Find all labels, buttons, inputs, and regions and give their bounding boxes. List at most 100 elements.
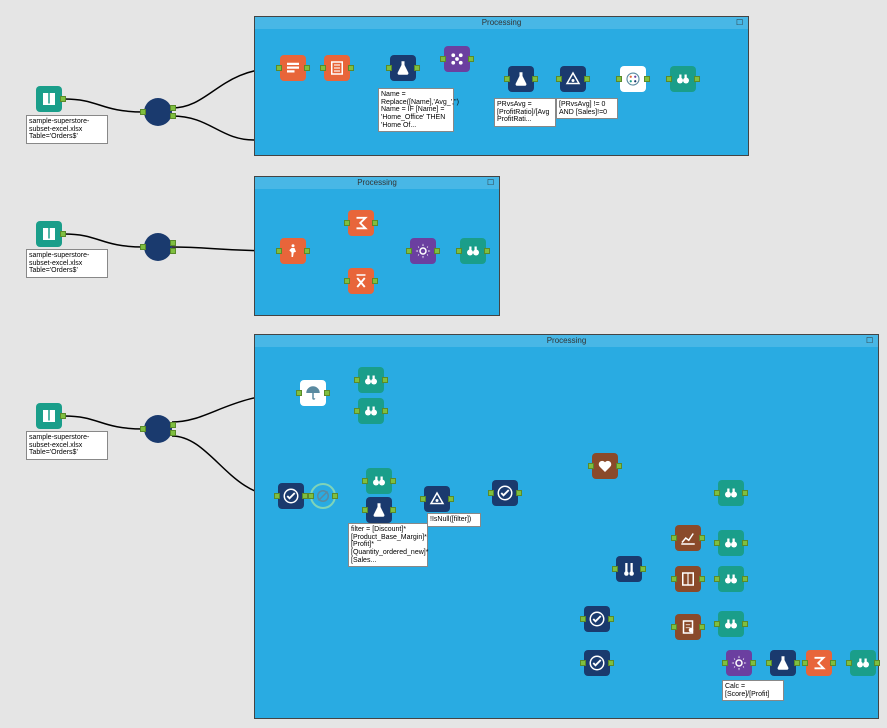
anchor-icon[interactable] xyxy=(714,576,720,582)
workflow-node-umbrella[interactable] xyxy=(300,380,326,406)
anchor-icon[interactable] xyxy=(671,576,677,582)
workflow-node-sigma[interactable] xyxy=(348,210,374,236)
anchor-icon[interactable] xyxy=(440,56,446,62)
workflow-node-binoculars[interactable] xyxy=(366,468,392,494)
anchor-icon[interactable] xyxy=(372,278,378,284)
anchor-icon[interactable] xyxy=(448,496,454,502)
workflow-node-check[interactable] xyxy=(584,650,610,676)
workflow-node-binoculars[interactable] xyxy=(358,367,384,393)
workflow-node-flask[interactable] xyxy=(770,650,796,676)
anchor-icon[interactable] xyxy=(348,65,354,71)
anchor-icon[interactable] xyxy=(488,490,494,496)
anchor-icon[interactable] xyxy=(742,621,748,627)
anchor-icon[interactable] xyxy=(516,490,522,496)
anchor-icon[interactable] xyxy=(616,463,622,469)
hub-node[interactable] xyxy=(144,415,172,443)
workflow-node-xbar[interactable] xyxy=(348,268,374,294)
anchor-icon[interactable] xyxy=(386,65,392,71)
workflow-node-palette[interactable] xyxy=(620,66,646,92)
anchor-icon[interactable] xyxy=(468,56,474,62)
anchor-icon[interactable] xyxy=(344,278,350,284)
anchor-icon[interactable] xyxy=(766,660,772,666)
workflow-node-book2[interactable] xyxy=(675,566,701,592)
anchor-icon[interactable] xyxy=(640,566,646,572)
workflow-node-binoculars[interactable] xyxy=(850,650,876,676)
workflow-node-book[interactable] xyxy=(36,403,62,429)
anchor-icon[interactable] xyxy=(170,105,176,111)
workflow-node-book[interactable] xyxy=(36,86,62,112)
anchor-icon[interactable] xyxy=(504,76,510,82)
anchor-icon[interactable] xyxy=(794,660,800,666)
anchor-icon[interactable] xyxy=(140,244,146,250)
workflow-node-sigma[interactable] xyxy=(806,650,832,676)
anchor-icon[interactable] xyxy=(382,377,388,383)
anchor-icon[interactable] xyxy=(580,616,586,622)
anchor-icon[interactable] xyxy=(324,390,330,396)
anchor-icon[interactable] xyxy=(608,660,614,666)
workflow-node-chart[interactable] xyxy=(675,525,701,551)
workflow-node-flask[interactable] xyxy=(508,66,534,92)
workflow-node-gear[interactable] xyxy=(410,238,436,264)
anchor-icon[interactable] xyxy=(354,408,360,414)
anchor-icon[interactable] xyxy=(714,490,720,496)
workflow-node-check[interactable] xyxy=(584,606,610,632)
container-close-icon[interactable]: ☐ xyxy=(487,178,497,188)
anchor-icon[interactable] xyxy=(608,616,614,622)
anchor-icon[interactable] xyxy=(320,65,326,71)
workflow-node-flask[interactable] xyxy=(366,497,392,523)
workflow-node-config[interactable] xyxy=(280,55,306,81)
workflow-node-heart[interactable] xyxy=(592,453,618,479)
anchor-icon[interactable] xyxy=(60,231,66,237)
anchor-icon[interactable] xyxy=(344,220,350,226)
anchor-icon[interactable] xyxy=(170,430,176,436)
workflow-node-empty[interactable] xyxy=(310,483,336,509)
workflow-node-binoculars[interactable] xyxy=(358,398,384,424)
anchor-icon[interactable] xyxy=(830,660,836,666)
anchor-icon[interactable] xyxy=(390,507,396,513)
workflow-node-grid[interactable] xyxy=(444,46,470,72)
anchor-icon[interactable] xyxy=(874,660,880,666)
anchor-icon[interactable] xyxy=(382,408,388,414)
anchor-icon[interactable] xyxy=(742,490,748,496)
anchor-icon[interactable] xyxy=(296,390,302,396)
anchor-icon[interactable] xyxy=(532,76,538,82)
anchor-icon[interactable] xyxy=(362,478,368,484)
anchor-icon[interactable] xyxy=(276,65,282,71)
anchor-icon[interactable] xyxy=(406,248,412,254)
anchor-icon[interactable] xyxy=(276,248,282,254)
anchor-icon[interactable] xyxy=(671,624,677,630)
anchor-icon[interactable] xyxy=(666,76,672,82)
anchor-icon[interactable] xyxy=(372,220,378,226)
anchor-icon[interactable] xyxy=(750,660,756,666)
workflow-node-triangle[interactable] xyxy=(424,486,450,512)
anchor-icon[interactable] xyxy=(434,248,440,254)
anchor-icon[interactable] xyxy=(170,240,176,246)
workflow-node-binoculars[interactable] xyxy=(718,480,744,506)
anchor-icon[interactable] xyxy=(484,248,490,254)
workflow-node-list[interactable] xyxy=(324,55,350,81)
hub-node[interactable] xyxy=(144,98,172,126)
workflow-node-gear[interactable] xyxy=(726,650,752,676)
anchor-icon[interactable] xyxy=(802,660,808,666)
workflow-node-book[interactable] xyxy=(36,221,62,247)
workflow-node-thermo[interactable] xyxy=(616,556,642,582)
anchor-icon[interactable] xyxy=(390,478,396,484)
anchor-icon[interactable] xyxy=(140,109,146,115)
workflow-node-binoculars[interactable] xyxy=(718,611,744,637)
anchor-icon[interactable] xyxy=(354,377,360,383)
anchor-icon[interactable] xyxy=(644,76,650,82)
anchor-icon[interactable] xyxy=(170,422,176,428)
container-close-icon[interactable]: ☐ xyxy=(866,336,876,346)
workflow-node-binoculars[interactable] xyxy=(718,566,744,592)
anchor-icon[interactable] xyxy=(332,493,338,499)
anchor-icon[interactable] xyxy=(274,493,280,499)
anchor-icon[interactable] xyxy=(580,660,586,666)
anchor-icon[interactable] xyxy=(60,96,66,102)
anchor-icon[interactable] xyxy=(304,65,310,71)
workflow-node-flask[interactable] xyxy=(390,55,416,81)
anchor-icon[interactable] xyxy=(671,535,677,541)
anchor-icon[interactable] xyxy=(420,496,426,502)
workflow-node-binoculars[interactable] xyxy=(718,530,744,556)
anchor-icon[interactable] xyxy=(588,463,594,469)
anchor-icon[interactable] xyxy=(699,535,705,541)
